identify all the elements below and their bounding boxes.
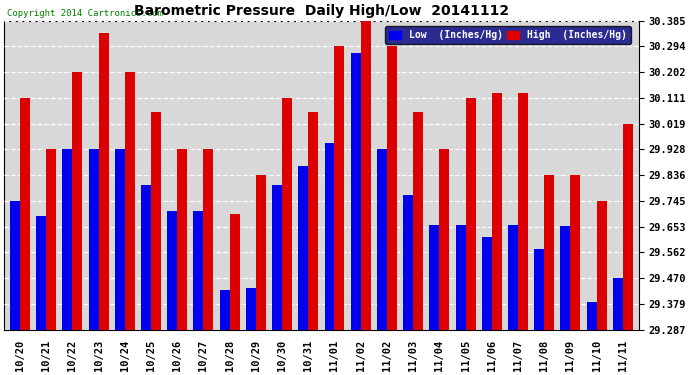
Bar (115, 149, 125, 330)
Title: Barometric Pressure  Daily High/Low  20141112: Barometric Pressure Daily High/Low 20141… (134, 4, 509, 18)
Bar (335, 46, 344, 330)
Bar (246, 288, 256, 330)
Bar (508, 225, 518, 330)
Bar (455, 225, 466, 330)
Bar (298, 166, 308, 330)
Bar (387, 46, 397, 330)
Bar (151, 112, 161, 330)
Bar (88, 149, 99, 330)
Bar (518, 93, 528, 330)
Bar (282, 98, 292, 330)
Bar (167, 211, 177, 330)
Bar (544, 175, 554, 330)
Bar (36, 216, 46, 330)
Bar (571, 175, 580, 330)
Bar (466, 98, 475, 330)
Bar (204, 149, 213, 330)
Bar (62, 149, 72, 330)
Bar (99, 33, 108, 330)
Bar (256, 175, 266, 330)
Bar (219, 290, 230, 330)
Bar (125, 72, 135, 330)
Bar (46, 149, 56, 330)
Bar (72, 72, 82, 330)
Bar (272, 185, 282, 330)
Bar (361, 21, 371, 330)
Bar (403, 195, 413, 330)
Legend: Low  (Inches/Hg), High  (Inches/Hg): Low (Inches/Hg), High (Inches/Hg) (385, 26, 631, 44)
Bar (623, 124, 633, 330)
Bar (534, 249, 544, 330)
Text: Copyright 2014 Cartronics.com: Copyright 2014 Cartronics.com (8, 9, 164, 18)
Bar (230, 214, 239, 330)
Bar (193, 211, 204, 330)
Bar (308, 112, 318, 330)
Bar (440, 149, 449, 330)
Bar (613, 278, 623, 330)
Bar (177, 149, 187, 330)
Bar (351, 53, 361, 330)
Bar (560, 226, 571, 330)
Bar (492, 93, 502, 330)
Bar (429, 225, 440, 330)
Bar (20, 98, 30, 330)
Bar (482, 237, 492, 330)
Bar (377, 149, 387, 330)
Bar (141, 185, 151, 330)
Bar (413, 112, 423, 330)
Bar (324, 143, 335, 330)
Bar (597, 201, 607, 330)
Bar (586, 302, 597, 330)
Bar (10, 201, 20, 330)
